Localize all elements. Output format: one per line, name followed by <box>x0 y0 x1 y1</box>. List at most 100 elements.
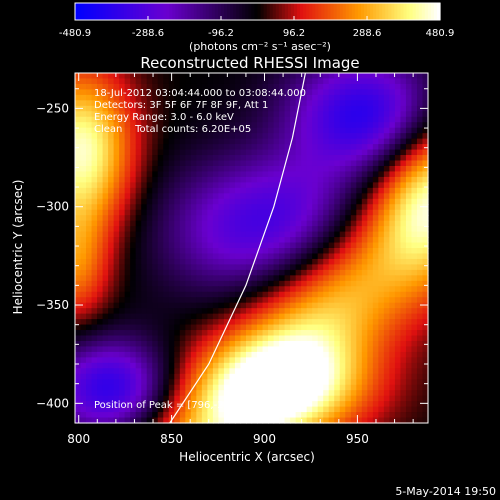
heatmap-cell <box>86 335 93 342</box>
heatmap-cell <box>108 138 115 145</box>
heatmap-cell <box>229 362 236 369</box>
heatmap-cell <box>163 319 170 326</box>
heatmap-cell <box>317 116 324 123</box>
heatmap-cell <box>113 160 120 167</box>
heatmap-cell <box>113 340 120 348</box>
heatmap-cell <box>350 357 357 364</box>
heatmap-cell <box>339 231 346 238</box>
heatmap-cell <box>229 127 236 134</box>
heatmap-cell <box>135 351 142 358</box>
heatmap-cell <box>108 406 115 413</box>
heatmap-cell <box>361 160 368 167</box>
heatmap-cell <box>372 155 379 162</box>
heatmap-cell <box>356 160 363 167</box>
heatmap-cell <box>279 313 286 320</box>
heatmap-cell <box>312 155 319 162</box>
heatmap-cell <box>345 362 352 369</box>
heatmap-cell <box>350 209 357 216</box>
heatmap-cell <box>394 248 402 255</box>
heatmap-cell <box>312 384 319 391</box>
heatmap-cell <box>223 412 231 419</box>
heatmap-cell <box>124 165 131 173</box>
heatmap-cell <box>135 297 142 304</box>
heatmap-cell <box>174 351 181 358</box>
heatmap-cell <box>367 193 374 200</box>
heatmap-cell <box>262 209 269 216</box>
heatmap-cell <box>350 83 357 91</box>
heatmap-cell <box>80 100 87 107</box>
heatmap-cell <box>378 308 385 315</box>
heatmap-cell <box>389 100 396 107</box>
heatmap-cell <box>416 165 424 173</box>
colorbar-swatch <box>217 3 222 20</box>
heatmap-cell <box>372 330 379 337</box>
heatmap-cell <box>383 105 390 112</box>
heatmap-cell <box>80 209 87 216</box>
heatmap-cell <box>229 390 236 397</box>
colorbar-swatch <box>382 3 386 20</box>
heatmap-cell <box>102 138 109 145</box>
heatmap-cell <box>157 412 164 419</box>
heatmap-cell <box>75 280 82 287</box>
heatmap-cell <box>394 204 402 211</box>
heatmap-cell <box>400 149 407 156</box>
heatmap-cell <box>328 253 335 260</box>
heatmap-cell <box>163 215 170 222</box>
heatmap-cell <box>400 78 407 85</box>
heatmap-cell <box>268 155 275 162</box>
heatmap-cell <box>323 324 330 331</box>
heatmap-cell <box>124 308 131 315</box>
heatmap-cell <box>212 83 220 91</box>
heatmap-cell <box>383 176 390 183</box>
heatmap-cell <box>130 373 137 380</box>
heatmap-cell <box>108 248 115 255</box>
heatmap-cell <box>218 412 225 419</box>
heatmap-cell <box>229 176 236 183</box>
heatmap-cell <box>279 248 286 255</box>
heatmap-cell <box>229 165 236 173</box>
heatmap-cell <box>422 308 429 315</box>
heatmap-cell <box>306 89 313 96</box>
heatmap-cell <box>422 258 429 266</box>
heatmap-cell <box>212 204 220 211</box>
heatmap-cell <box>130 319 137 326</box>
heatmap-cell <box>334 264 341 271</box>
heatmap-cell <box>196 362 203 369</box>
heatmap-cell <box>91 226 98 233</box>
heatmap-cell <box>361 242 368 249</box>
heatmap-cell <box>185 368 192 375</box>
heatmap-cell <box>356 133 363 140</box>
heatmap-cell <box>190 324 197 331</box>
heatmap-cell <box>130 237 137 244</box>
heatmap-cell <box>405 237 413 244</box>
heatmap-cell <box>394 384 402 391</box>
heatmap-cell <box>257 340 264 348</box>
heatmap-cell <box>218 269 225 276</box>
heatmap-cell <box>80 204 87 211</box>
heatmap-cell <box>268 379 275 386</box>
heatmap-cell <box>130 160 137 167</box>
heatmap-cell <box>240 209 247 216</box>
heatmap-cell <box>257 144 264 151</box>
heatmap-cell <box>257 401 264 408</box>
heatmap-cell <box>196 105 203 112</box>
heatmap-cell <box>212 373 220 380</box>
heatmap-cell <box>119 384 126 391</box>
heatmap-cell <box>245 204 253 211</box>
heatmap-cell <box>389 362 396 369</box>
heatmap-cell <box>146 78 153 85</box>
heatmap-cell <box>350 182 357 189</box>
heatmap-cell <box>323 379 330 386</box>
heatmap-cell <box>146 149 153 156</box>
heatmap-cell <box>328 133 335 140</box>
heatmap-cell <box>113 330 120 337</box>
heatmap-cell <box>306 379 313 386</box>
heatmap-cell <box>411 215 418 222</box>
heatmap-cell <box>334 379 341 386</box>
heatmap-cell <box>97 258 104 266</box>
heatmap-cell <box>323 357 330 364</box>
heatmap-cell <box>416 182 424 189</box>
heatmap-cell <box>119 94 126 101</box>
heatmap-cell <box>378 401 385 408</box>
heatmap-cell <box>257 379 264 386</box>
